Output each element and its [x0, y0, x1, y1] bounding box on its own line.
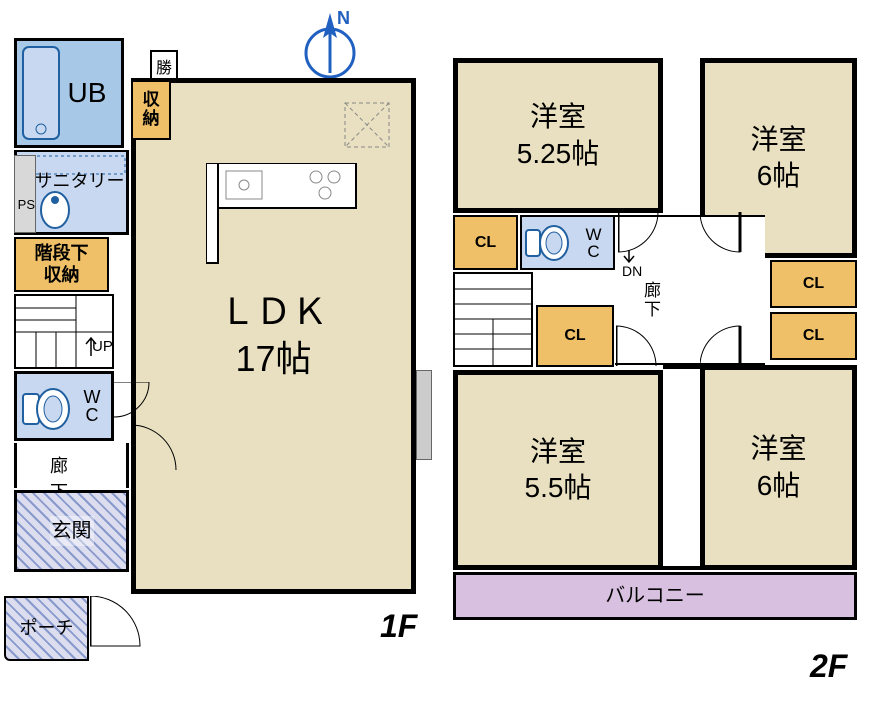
- closet-e1: CL: [770, 260, 857, 308]
- wc1-label: W C: [84, 388, 101, 424]
- stairs-2f: [453, 272, 533, 367]
- storage-under-stairs: 階段下 収納: [14, 237, 109, 292]
- door-arc-icon: [131, 420, 181, 475]
- wall-mid-2f: [663, 365, 700, 570]
- room-bedroom-sw: 洋室 5.5帖: [453, 370, 663, 570]
- bed-ne-label: 洋室 6帖: [750, 122, 806, 195]
- ldk-sub: 17帖: [235, 338, 311, 379]
- room-bedroom-nw: 洋室 5.25帖: [453, 58, 663, 213]
- room-porch: ポーチ: [4, 596, 89, 661]
- door-arc-icon: [700, 318, 750, 368]
- door-arc-icon: [616, 318, 666, 368]
- ps-label: PS: [18, 197, 35, 212]
- balcony: バルコニー: [453, 572, 857, 620]
- wc2-label: W C: [585, 226, 601, 260]
- stairs-1f: [14, 294, 114, 369]
- bed-sw-label: 洋室 5.5帖: [525, 434, 592, 507]
- ldk-label: ＬＤＫ 17帖: [219, 289, 327, 383]
- door-arc-icon: [700, 212, 750, 262]
- bed-nw-label: 洋室 5.25帖: [517, 99, 600, 172]
- ldk-main: ＬＤＫ: [219, 291, 327, 332]
- ub-label: UB: [68, 75, 107, 111]
- room-ub: UB: [14, 38, 124, 148]
- balcony-label: バルコニー: [605, 583, 705, 609]
- door-arc-icon: [90, 596, 145, 651]
- sanitary-label: サニタリー: [35, 170, 125, 193]
- room-genkan: 玄関: [14, 490, 129, 572]
- up-label: UP: [92, 338, 113, 355]
- genkan-label: 玄関: [50, 516, 94, 546]
- closet-e2: CL: [770, 312, 857, 360]
- room-wc-2f: W C: [520, 215, 615, 270]
- closet-mid: CL: [536, 305, 614, 367]
- corridor-1f: [14, 443, 129, 488]
- compass-label: N: [337, 8, 350, 28]
- compass-icon: N: [295, 8, 365, 88]
- floor1-label: 1F: [380, 608, 417, 645]
- corridor2-label: 廊 下: [644, 282, 661, 319]
- ac-box-1f: [416, 370, 432, 460]
- floor2-label: 2F: [810, 648, 847, 685]
- room-ldk: ＬＤＫ 17帖: [131, 78, 416, 594]
- ps-box: PS: [14, 155, 36, 233]
- dn-label: DN: [622, 263, 642, 279]
- storage-ldk: 収 納: [131, 80, 171, 140]
- porch-label: ポーチ: [20, 617, 74, 640]
- closet-nw: CL: [453, 215, 518, 270]
- door-arc-icon: [618, 212, 668, 262]
- room-bedroom-se: 洋室 6帖: [700, 365, 857, 570]
- bed-se-label: 洋室 6帖: [750, 431, 806, 504]
- room-wc-1f: W C: [14, 371, 114, 441]
